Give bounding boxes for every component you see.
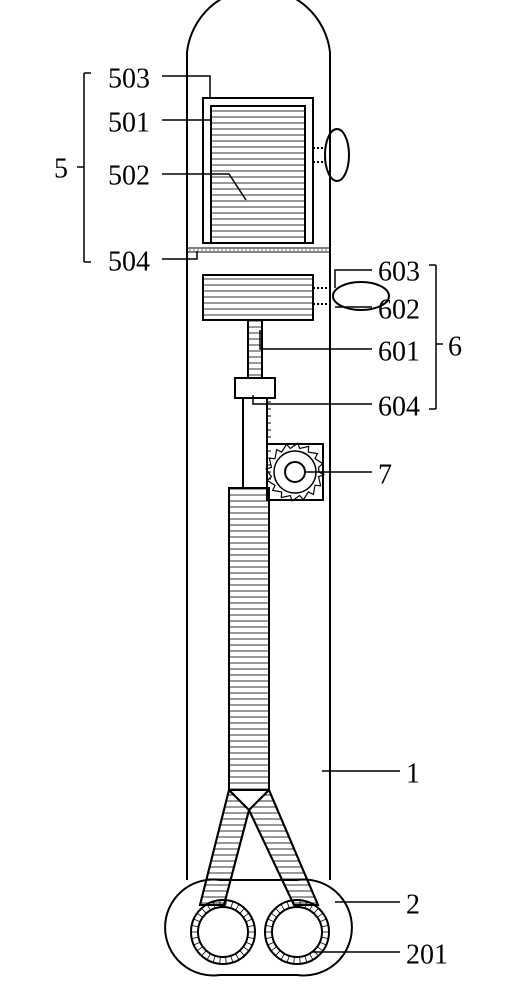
label-l502: 502 <box>108 160 150 191</box>
ring-left-hatch <box>236 954 240 960</box>
base-outline <box>165 880 352 976</box>
ring-left-hatch <box>246 919 252 922</box>
label-l5: 5 <box>54 153 68 184</box>
label-l604: 604 <box>378 391 420 422</box>
ring-right-hatch <box>317 913 323 917</box>
ring-left-inner <box>198 907 248 957</box>
ring-left-hatch <box>194 942 200 945</box>
label-l1: 1 <box>406 758 420 789</box>
ring-left-hatch <box>246 942 252 945</box>
ring-right-hatch <box>317 947 323 951</box>
ring-right-hatch <box>287 902 289 909</box>
ring-right-hatch <box>320 942 326 945</box>
ring-right-hatch <box>314 908 319 913</box>
ring-left-hatch <box>243 947 249 951</box>
ring-left-hatch <box>226 957 227 964</box>
label-l603: 603 <box>378 256 420 287</box>
leader-l604 <box>253 395 372 404</box>
ring-right-hatch <box>300 957 301 964</box>
ring-right-hatch <box>266 925 273 926</box>
knob-5 <box>325 129 349 181</box>
label-l201: 201 <box>406 939 448 970</box>
ring-left-hatch <box>192 937 199 938</box>
ring-right-hatch <box>271 913 277 917</box>
ring-left-hatch <box>202 908 207 913</box>
ring-left-hatch <box>236 904 240 910</box>
label-l503: 503 <box>108 63 150 94</box>
ring-left-hatch <box>207 954 211 960</box>
label-l501: 501 <box>108 107 150 138</box>
ring-left-hatch <box>240 951 245 956</box>
gear-7-hub <box>285 462 305 482</box>
ring-left-hatch <box>231 956 233 963</box>
ring-right-hatch <box>266 937 273 938</box>
ring-right-hatch <box>281 904 285 910</box>
ring-left-hatch <box>197 947 203 951</box>
ring-left-hatch <box>194 919 200 922</box>
ring-right-hatch <box>320 919 326 922</box>
ring-left-hatch <box>192 925 199 926</box>
ring-right-inner <box>272 907 322 957</box>
ring-right-hatch <box>310 954 314 960</box>
leader-l603 <box>335 270 372 288</box>
label-l602: 602 <box>378 294 420 325</box>
ring-left-hatch <box>202 951 207 956</box>
label-l504: 504 <box>108 246 150 277</box>
ring-right-hatch <box>276 951 281 956</box>
rack <box>243 398 267 488</box>
main-pipe-fill <box>229 488 269 790</box>
ring-right-outer <box>265 900 329 964</box>
ring-left-hatch <box>247 925 254 926</box>
fork-right-fill <box>249 790 318 905</box>
ring-right-hatch <box>305 956 307 963</box>
chamber-6-fill <box>203 275 313 320</box>
ring-left-hatch <box>197 913 203 917</box>
ring-right-hatch <box>287 956 289 963</box>
ring-left-hatch <box>240 908 245 913</box>
ring-right-hatch <box>268 919 274 922</box>
ring-left-hatch <box>231 902 233 909</box>
ring-right-hatch <box>271 947 277 951</box>
ring-left-hatch <box>213 956 215 963</box>
ring-right-hatch <box>268 942 274 945</box>
ring-right-hatch <box>276 908 281 913</box>
leader-l601 <box>260 330 372 349</box>
label-l2: 2 <box>406 889 420 920</box>
ring-right-hatch <box>321 925 328 926</box>
label-l7: 7 <box>378 459 392 490</box>
ring-right-hatch <box>281 954 285 960</box>
label-l6: 6 <box>448 331 462 362</box>
ring-left-outer <box>191 900 255 964</box>
ring-left-hatch <box>247 937 254 938</box>
ring-right-hatch <box>294 957 295 964</box>
label-l601: 601 <box>378 336 420 367</box>
ring-right-hatch <box>321 937 328 938</box>
ring-left-hatch <box>243 913 249 917</box>
block-604 <box>235 378 275 398</box>
membrane-504 <box>187 248 330 252</box>
ring-left-hatch <box>220 957 221 964</box>
